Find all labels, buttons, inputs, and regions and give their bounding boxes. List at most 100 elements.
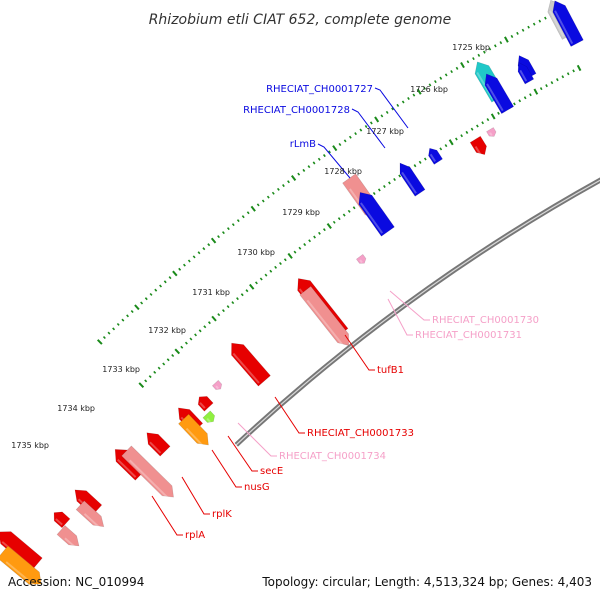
tick-mark-inner [470,127,474,131]
kbp-label-1726: 1726 kbp [410,85,448,94]
gene-blue-rlmb[interactable] [425,146,443,165]
leader-1733 [274,396,305,434]
tick-mark-outer [510,34,514,38]
map-title: Rhizobium etli CIAT 652, complete genome [149,12,452,28]
gene-green[interactable] [202,410,217,425]
gene-red-rplk[interactable] [142,428,171,457]
kbp-label-1725: 1725 kbp [452,43,490,52]
tick-mark-outer [256,203,260,207]
gene-blue-top-shape [552,0,584,47]
gene-red-sece-shape [197,396,214,412]
gene-blue-1728[interactable] [395,160,426,197]
gene-label-nusg[interactable]: nusG [244,482,270,493]
gene-red-1733[interactable] [226,338,271,387]
tick-mark-inner [423,157,427,161]
gene-features [0,0,584,590]
gene-pink-1731[interactable] [299,285,354,350]
gene-lightpink-1730[interactable] [355,253,367,265]
gene-red-sece[interactable] [195,393,214,412]
gene-label-rheciat-ch0001734[interactable]: RHECIAT_CH0001734 [279,451,386,462]
tick-mark-outer [290,175,297,181]
gene-blue-1727[interactable] [480,70,515,115]
gene-label-rplk[interactable]: rplK [212,509,232,520]
gene-orange-1-shine [185,427,205,448]
tick-mark-inner [166,358,170,362]
gene-orange-1[interactable] [178,413,214,450]
tick-mark-inner [308,239,312,243]
gene-pink-small-2[interactable] [56,525,83,551]
gene-label-rheciat-ch0001730[interactable]: RHECIAT_CH0001730 [432,315,539,326]
gene-label-rpla[interactable]: rplA [185,530,205,541]
tick-mark-outer [516,31,519,35]
kbp-label-1731: 1731 kbp [192,288,230,297]
tick-mark-inner [513,102,516,106]
tick-mark-outer [369,121,373,125]
tick-mark-inner [572,69,575,73]
kbp-label-1732: 1732 kbp [148,326,186,335]
gene-red-small-2[interactable] [50,508,71,529]
gene-red-rpla-2-shape [74,489,103,516]
gene-red-small[interactable] [469,135,490,158]
gene-pink-small-1[interactable] [75,500,108,531]
tick-mark-outer [416,88,422,95]
tick-mark-inner [162,362,166,366]
tick-mark-inner [383,184,386,188]
tick-mark-inner [293,250,297,254]
tick-mark-outer [407,96,410,101]
gene-pink-rpla[interactable] [121,445,179,502]
tick-mark-inner [539,87,543,91]
gene-blue-small-2[interactable] [514,60,535,85]
tick-mark-inner [561,75,565,79]
tick-mark-outer [178,267,182,271]
tick-mark-outer [483,50,486,54]
tick-mark-outer [121,318,125,322]
gene-red-small-2-shine [55,518,63,526]
gene-label-tufb1[interactable]: tufB1 [377,365,404,376]
tick-mark-outer [276,187,280,191]
tick-mark-inner [347,209,351,213]
gene-red-1733-shine [232,352,260,384]
tick-mark-outer [434,80,437,84]
gene-label-rlmb[interactable]: rLmB [290,139,316,150]
tick-mark-outer [282,184,285,188]
gene-lightpink-small[interactable] [486,127,498,139]
tick-mark-outer [544,16,547,20]
gene-red-1733-shape [231,342,271,387]
gene-label-rheciat-ch0001728[interactable]: RHECIAT_CH0001728 [243,105,350,116]
gene-blue-rlmb-shine [429,153,437,162]
tick-mark-outer [112,327,116,331]
tick-mark-outer [130,310,134,314]
tick-mark-outer [460,61,465,69]
gene-orange-bottom[interactable] [0,545,46,590]
gene-label-rheciat-ch0001733[interactable]: RHECIAT_CH0001733 [307,428,414,439]
tick-mark-inner [444,144,448,148]
tick-mark-outer [488,47,492,51]
tick-mark-inner [497,111,500,115]
gene-lightpink-1734[interactable] [211,379,223,391]
gene-label-sece[interactable]: secE [260,466,283,477]
tick-mark-inner [231,301,235,305]
gene-orange-bottom-shine [5,561,37,588]
gene-label-rheciat-ch0001727[interactable]: RHECIAT_CH0001727 [266,84,373,95]
leader-rpla [151,495,183,536]
gene-label-rheciat-ch0001731[interactable]: RHECIAT_CH0001731 [415,330,522,341]
gene-blue-top-shine [554,10,574,45]
tick-mark-outer [246,211,250,215]
tick-mark-outer [241,215,245,219]
gene-blue-1729-shape [358,192,395,237]
tick-mark-outer [183,263,186,267]
tick-mark-outer [107,331,111,335]
tick-mark-outer [154,288,158,292]
tick-mark-inner [298,246,302,250]
tick-mark-inner [240,293,244,297]
tick-mark-inner [337,217,341,221]
gene-blue-top[interactable] [549,0,584,47]
gene-blue-1729[interactable] [354,188,395,237]
tick-mark-outer [144,297,148,301]
tick-mark-inner [211,315,217,322]
gene-red-rpla-1-shine [117,458,137,478]
tick-mark-outer [163,280,167,284]
tick-mark-outer [231,223,235,227]
tick-mark-outer [322,154,326,158]
tick-mark-outer [297,172,301,176]
